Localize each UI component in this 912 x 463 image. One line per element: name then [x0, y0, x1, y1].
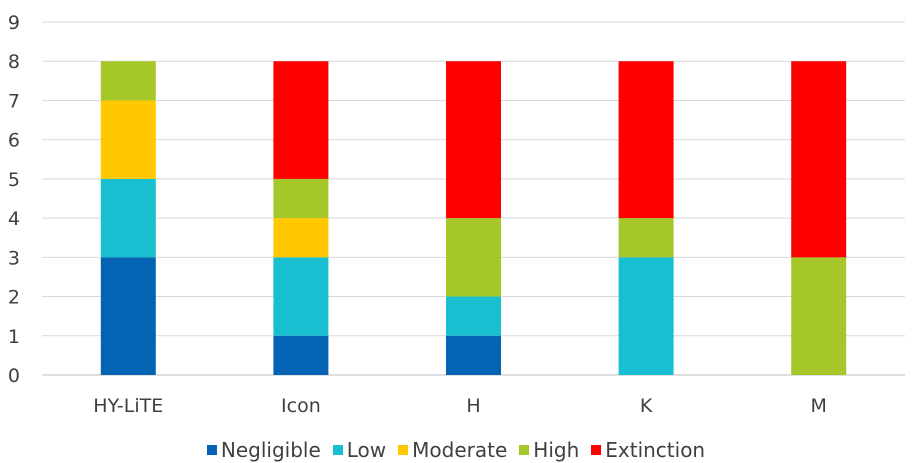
- bar-segment-high: [618, 218, 674, 258]
- bar-segment-high: [791, 257, 847, 375]
- y-tick-label: 9: [8, 12, 20, 34]
- legend-item-moderate: Moderate: [398, 438, 507, 462]
- x-category-label: K: [640, 395, 653, 417]
- bar-segment-high: [446, 218, 501, 297]
- bar-segment-low: [446, 296, 501, 336]
- x-category-label: M: [810, 395, 826, 417]
- bar-segment-extinction: [273, 61, 329, 179]
- bar-segment-extinction: [618, 61, 674, 219]
- x-category-label: Icon: [281, 395, 321, 417]
- legend-item-low: Low: [332, 438, 387, 462]
- x-category-label: HY-LiTE: [93, 395, 163, 417]
- legend-label-high: High: [533, 438, 580, 462]
- bar-segment-negligible: [446, 335, 501, 375]
- bar-segment-extinction: [791, 61, 847, 258]
- bar-segment-extinction: [446, 61, 501, 219]
- legend-swatch-moderate: [398, 445, 409, 455]
- y-tick-label: 6: [8, 130, 20, 152]
- bar-segment-negligible: [273, 335, 329, 375]
- chart-plot: 0 1 2 3 4 5 6 7 8 9 HY-LiTE Icon H K M: [8, 12, 905, 417]
- legend-item-high: High: [519, 438, 579, 462]
- legend-label-moderate: Moderate: [412, 438, 508, 462]
- y-tick-label: 4: [8, 208, 20, 230]
- legend-item-extinction: Extinction: [591, 438, 705, 462]
- y-tick-label: 8: [8, 51, 20, 73]
- legend-swatch-extinction: [591, 445, 602, 455]
- y-tick-label: 3: [8, 247, 20, 269]
- bar-segment-low: [273, 257, 329, 336]
- x-category-label: H: [466, 395, 480, 417]
- legend-swatch-high: [519, 445, 530, 455]
- legend-label-low: Low: [346, 438, 387, 462]
- legend-item-negligible: Negligible: [206, 438, 321, 462]
- legend-swatch-low: [332, 445, 343, 455]
- y-tick-label: 1: [8, 326, 20, 348]
- bar-segment-moderate: [100, 100, 156, 179]
- y-tick-label: 5: [8, 169, 20, 191]
- y-tick-label: 7: [8, 90, 20, 112]
- bar-segment-low: [618, 257, 674, 375]
- bar-segment-negligible: [100, 257, 156, 375]
- bar-segment-moderate: [273, 218, 329, 258]
- bar-segment-high: [273, 178, 329, 219]
- legend-swatch-negligible: [206, 445, 217, 455]
- bar-segment-high: [100, 61, 156, 101]
- y-tick-label: 2: [8, 287, 20, 309]
- legend-label-extinction: Extinction: [605, 438, 706, 462]
- bar-segment-low: [100, 178, 156, 258]
- chart-legend: Negligible Low Moderate High Extinction: [0, 437, 912, 463]
- legend-label-negligible: Negligible: [220, 438, 321, 462]
- y-tick-label: 0: [8, 365, 20, 387]
